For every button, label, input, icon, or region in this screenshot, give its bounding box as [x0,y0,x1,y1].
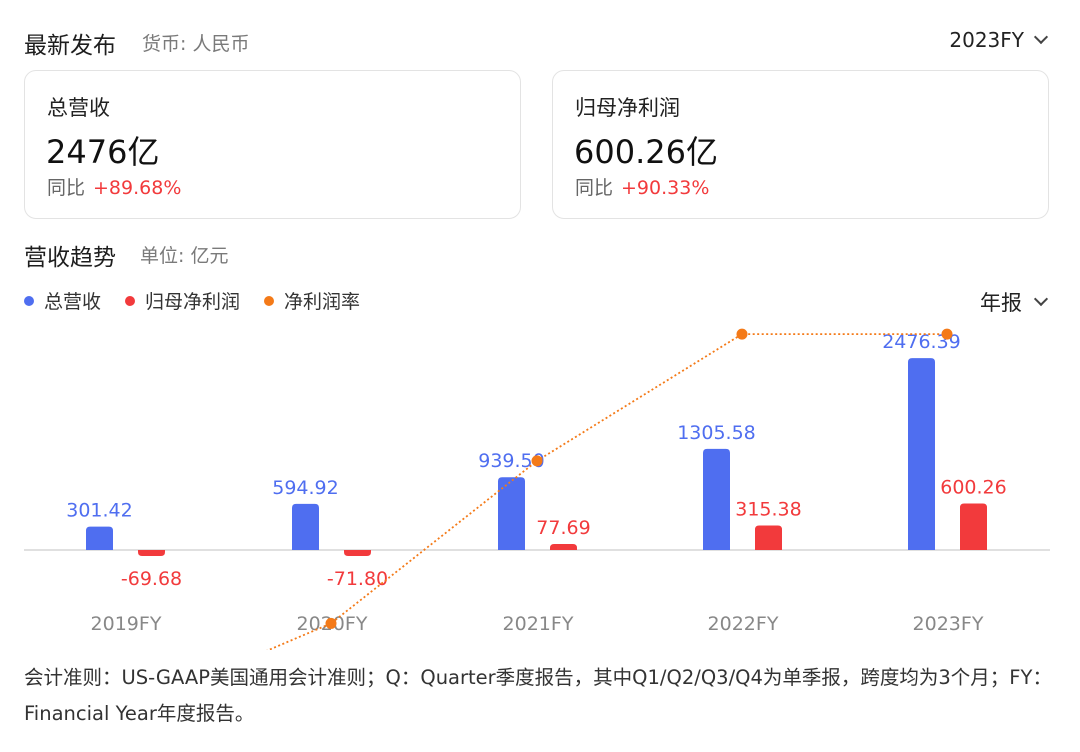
net-profit-data-label: -69.68 [121,568,182,590]
revenue-yoy: 同比 +89.68% [47,173,181,200]
legend-dot-icon [264,295,275,306]
chevron-down-icon [1033,29,1049,45]
net-margin-point [325,617,337,629]
net-profit-data-label: 600.26 [940,476,1006,498]
net-profit-value: 600.26亿 [574,133,718,171]
revenue-data-label: 594.92 [272,477,338,499]
section-title: 营收趋势 [24,245,116,271]
net-profit-bar [138,550,165,556]
legend-label: 净利润率 [284,291,361,313]
legend-dot-icon [24,295,34,306]
revenue-card: 总营收 2476亿 同比 +89.68% [24,70,521,219]
net-profit-data-label: 77.69 [536,517,590,539]
net-margin-point [736,328,748,340]
net-profit-bar [344,550,371,556]
net-profit-yoy: 同比 +90.33% [575,173,709,200]
revenue-bar [498,477,525,550]
net-margin-point [941,328,953,340]
period-value: 2023FY [949,28,1024,52]
frequency-dropdown[interactable]: 年报 [980,287,1049,317]
legend-label: 总营收 [44,291,102,313]
yoy-label: 同比 [575,177,614,199]
yoy-value: +90.33% [621,177,710,199]
x-tick-label: 2021FY [503,613,574,635]
legend-item-net-profit[interactable]: 归母净利润 [125,287,240,314]
net-profit-bar [550,543,577,550]
period-dropdown[interactable]: 2023FY [949,28,1049,52]
net-margin-point [531,455,543,467]
revenue-data-label: 301.42 [66,500,132,522]
x-tick-label: 2023FY [913,613,984,635]
x-tick-label: 2022FY [708,613,779,635]
net-profit-data-label: -71.80 [327,568,388,590]
header: 最新发布 货币: 人民币 2023FY [24,22,1056,62]
net-profit-bar [960,503,987,550]
chevron-down-icon [1033,291,1049,307]
legend-dot-icon [125,295,136,306]
x-tick-label: 2019FY [91,613,162,635]
net-profit-card: 归母净利润 600.26亿 同比 +90.33% [552,70,1049,219]
revenue-data-label: 1305.58 [677,422,756,444]
revenue-bar [292,503,319,550]
revenue-data-label: 939.50 [478,450,544,472]
revenue-bar [86,526,113,550]
net-profit-label: 归母净利润 [575,96,680,120]
legend-item-revenue[interactable]: 总营收 [24,287,101,314]
revenue-chart: 301.42-69.682019FY594.92-71.802020FY939.… [24,328,1050,650]
revenue-bar [908,358,935,550]
unit-label: 单位: 亿元 [140,245,229,267]
net-margin-line [266,333,947,650]
legend-item-margin[interactable]: 净利润率 [264,287,360,314]
legend-label: 归母净利润 [145,291,241,313]
revenue-data-label: 2476.39 [882,331,961,353]
chart-legend: 总营收 归母净利润 净利润率 [24,287,360,314]
revenue-label: 总营收 [47,96,110,120]
currency-label: 货币: 人民币 [142,33,250,55]
revenue-bar [703,448,730,550]
footnote: 会计准则：US-GAAP美国通用会计准则；Q：Quarter季度报告，其中Q1/… [24,666,1052,725]
yoy-value: +89.68% [93,177,182,199]
net-profit-bar [755,525,782,550]
net-profit-data-label: 315.38 [735,499,801,521]
frequency-value: 年报 [980,291,1022,315]
yoy-label: 同比 [47,177,86,199]
page-title: 最新发布 [24,33,116,59]
revenue-value: 2476亿 [46,133,160,171]
